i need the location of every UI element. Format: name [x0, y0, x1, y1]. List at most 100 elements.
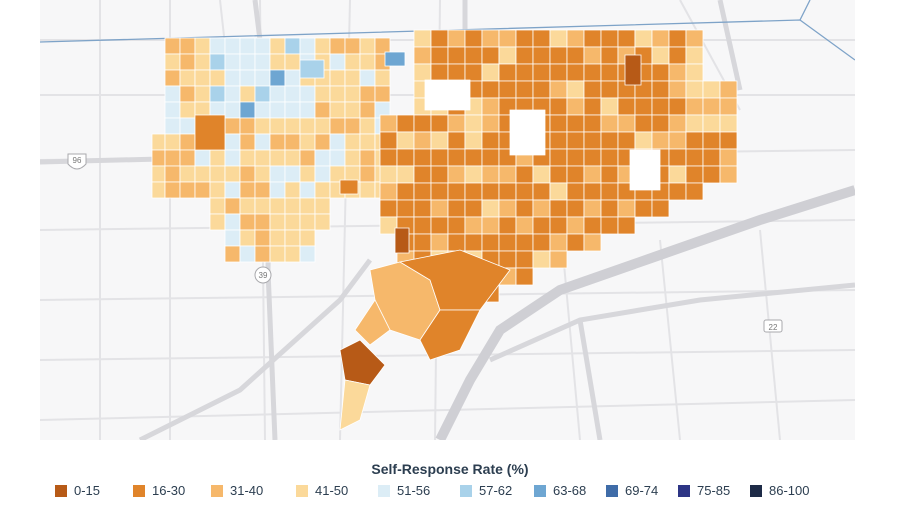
census-tract[interactable]: [651, 131, 670, 150]
census-tract[interactable]: [651, 114, 670, 133]
census-tracts[interactable]: [151, 29, 738, 431]
census-tract[interactable]: [430, 63, 449, 82]
census-tract[interactable]: [600, 182, 619, 201]
census-tract[interactable]: [254, 149, 271, 167]
census-tract[interactable]: [668, 131, 687, 150]
census-tract[interactable]: [239, 165, 256, 183]
census-tract[interactable]: [374, 69, 391, 87]
census-tract[interactable]: [224, 149, 241, 167]
census-tract[interactable]: [254, 165, 271, 183]
census-tract[interactable]: [359, 165, 376, 183]
census-tract[interactable]: [194, 69, 211, 87]
census-tract[interactable]: [151, 165, 166, 183]
census-tract[interactable]: [549, 114, 568, 133]
census-tract[interactable]: [509, 109, 546, 156]
census-tract[interactable]: [396, 131, 415, 150]
census-tract[interactable]: [209, 213, 226, 231]
census-tract[interactable]: [269, 213, 286, 231]
census-tract[interactable]: [224, 53, 241, 71]
census-tract[interactable]: [430, 148, 449, 167]
census-tract[interactable]: [151, 149, 166, 167]
census-tract[interactable]: [566, 97, 585, 116]
census-tract[interactable]: [549, 148, 568, 167]
census-tract[interactable]: [634, 114, 653, 133]
census-tract[interactable]: [583, 29, 602, 48]
census-tract[interactable]: [254, 117, 271, 135]
census-tract[interactable]: [583, 182, 602, 201]
census-tract[interactable]: [209, 165, 226, 183]
census-tract[interactable]: [396, 165, 415, 184]
census-tract[interactable]: [651, 199, 670, 218]
census-tract[interactable]: [532, 199, 551, 218]
census-tract[interactable]: [224, 181, 241, 199]
census-tract[interactable]: [209, 85, 226, 103]
census-tract[interactable]: [600, 148, 619, 167]
census-tract[interactable]: [254, 37, 271, 55]
census-tract[interactable]: [583, 114, 602, 133]
census-tract[interactable]: [359, 37, 376, 55]
census-tract[interactable]: [329, 53, 346, 71]
census-tract[interactable]: [498, 199, 517, 218]
census-tract[interactable]: [374, 85, 391, 103]
census-tract[interactable]: [498, 182, 517, 201]
census-tract[interactable]: [299, 85, 316, 103]
census-tract[interactable]: [668, 97, 687, 116]
census-tract[interactable]: [284, 85, 301, 103]
census-tract[interactable]: [239, 213, 256, 231]
census-tract[interactable]: [481, 80, 500, 99]
census-tract[interactable]: [566, 46, 585, 65]
census-tract[interactable]: [532, 165, 551, 184]
census-tract[interactable]: [624, 54, 642, 86]
census-tract[interactable]: [447, 63, 466, 82]
census-tract[interactable]: [269, 165, 286, 183]
census-tract[interactable]: [419, 309, 481, 361]
census-tract[interactable]: [549, 165, 568, 184]
census-tract[interactable]: [239, 149, 256, 167]
map[interactable]: 96 39 22: [39, 0, 857, 443]
census-tract[interactable]: [481, 148, 500, 167]
census-tract[interactable]: [566, 199, 585, 218]
census-tract[interactable]: [284, 229, 301, 247]
census-tract[interactable]: [269, 181, 286, 199]
census-tract[interactable]: [254, 101, 271, 119]
census-tract[interactable]: [359, 69, 376, 87]
census-tract[interactable]: [481, 29, 500, 48]
census-tract[interactable]: [413, 148, 432, 167]
census-tract[interactable]: [447, 165, 466, 184]
census-tract[interactable]: [299, 37, 316, 55]
census-tract[interactable]: [430, 233, 449, 252]
census-tract[interactable]: [329, 69, 346, 87]
census-tract[interactable]: [239, 197, 256, 215]
census-tract[interactable]: [447, 46, 466, 65]
census-tract[interactable]: [339, 379, 371, 431]
census-tract[interactable]: [314, 197, 331, 215]
census-tract[interactable]: [359, 117, 376, 135]
census-tract[interactable]: [164, 133, 181, 151]
census-tract[interactable]: [481, 165, 500, 184]
census-tract[interactable]: [498, 63, 517, 82]
census-tract[interactable]: [413, 216, 432, 235]
census-tract[interactable]: [284, 37, 301, 55]
census-tract[interactable]: [532, 182, 551, 201]
census-tract[interactable]: [651, 63, 670, 82]
census-tract[interactable]: [314, 149, 331, 167]
census-tract[interactable]: [481, 233, 500, 252]
census-tract[interactable]: [532, 250, 551, 269]
census-tract[interactable]: [532, 216, 551, 235]
census-tract[interactable]: [384, 51, 406, 67]
census-tract[interactable]: [481, 114, 500, 133]
census-tract[interactable]: [164, 181, 181, 199]
census-tract[interactable]: [254, 85, 271, 103]
census-tract[interactable]: [464, 131, 483, 150]
census-tract[interactable]: [549, 97, 568, 116]
census-tract[interactable]: [179, 133, 196, 151]
census-tract[interactable]: [549, 182, 568, 201]
census-tract[interactable]: [314, 213, 331, 231]
census-tract[interactable]: [617, 199, 636, 218]
census-tract[interactable]: [464, 182, 483, 201]
census-tract[interactable]: [209, 149, 226, 167]
census-tract[interactable]: [329, 101, 346, 119]
census-tract[interactable]: [239, 69, 256, 87]
census-tract[interactable]: [566, 182, 585, 201]
census-tract[interactable]: [532, 63, 551, 82]
